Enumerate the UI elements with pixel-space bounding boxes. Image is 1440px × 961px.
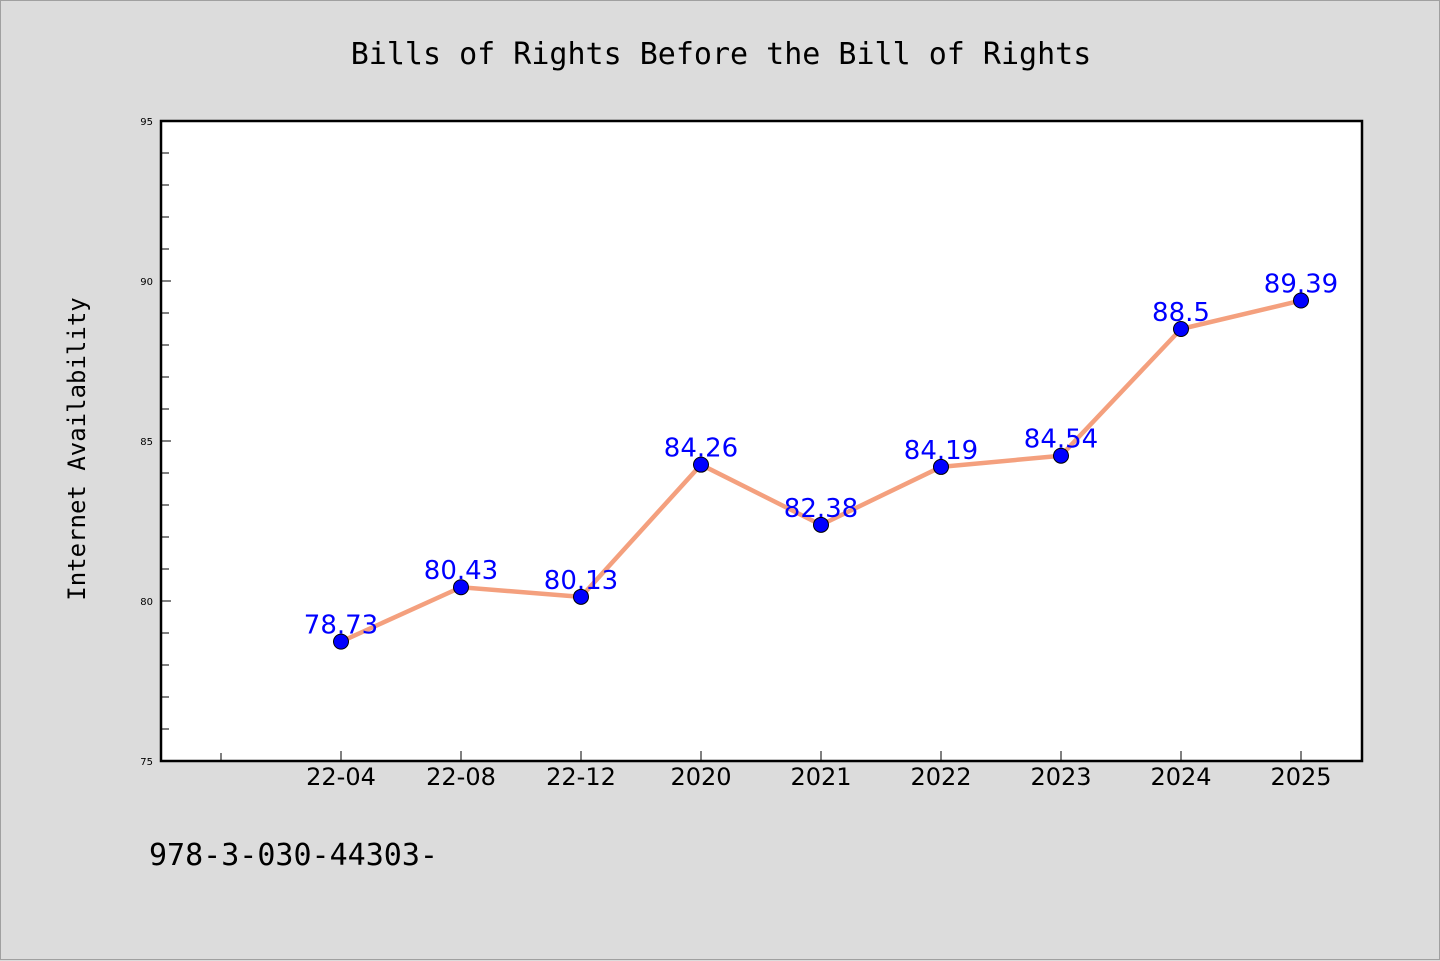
y-tick-label: 75	[140, 757, 153, 768]
data-label: 84.19	[904, 436, 978, 466]
data-point	[453, 579, 469, 596]
x-tick-label: 22-12	[546, 763, 616, 791]
x-tick-label: 2021	[790, 763, 851, 791]
data-point	[813, 516, 829, 533]
data-label: 84.26	[664, 434, 738, 464]
data-point	[573, 588, 589, 605]
x-tick-label: 22-04	[306, 763, 376, 791]
data-label: 89.39	[1264, 270, 1338, 300]
data-point	[1173, 321, 1189, 337]
plot-frame	[159, 119, 1364, 763]
footer-text: 978-3-030-44303-	[149, 838, 438, 873]
y-tick-label: 85	[140, 437, 153, 448]
chart-title: Bills of Rights Before the Bill of Right…	[351, 37, 1092, 72]
x-tick-label: 2020	[670, 763, 731, 791]
data-point	[1053, 447, 1069, 464]
y-tick-label: 80	[140, 597, 153, 608]
data-label: 84.54	[1024, 425, 1098, 455]
x-tick-label: 2022	[910, 763, 971, 791]
data-label: 78.73	[304, 611, 378, 641]
data-label: 80.13	[544, 566, 618, 596]
data-label: 88.5	[1152, 298, 1210, 328]
y-tick-label: 90	[140, 277, 153, 288]
plot-area	[161, 121, 1362, 761]
y-tick-label: 95	[140, 117, 153, 128]
x-tick-label: 22-08	[426, 763, 496, 791]
data-label: 80.43	[424, 556, 498, 586]
y-axis-label: Internet Availability	[63, 297, 91, 600]
data-label: 82.38	[784, 494, 858, 524]
data-point	[333, 633, 349, 650]
data-point	[693, 456, 709, 473]
x-tick-label: 2023	[1030, 763, 1091, 791]
data-point	[1293, 292, 1309, 309]
x-tick-label: 2024	[1150, 763, 1211, 791]
data-point	[933, 458, 949, 475]
x-tick-label: 2025	[1270, 763, 1331, 791]
